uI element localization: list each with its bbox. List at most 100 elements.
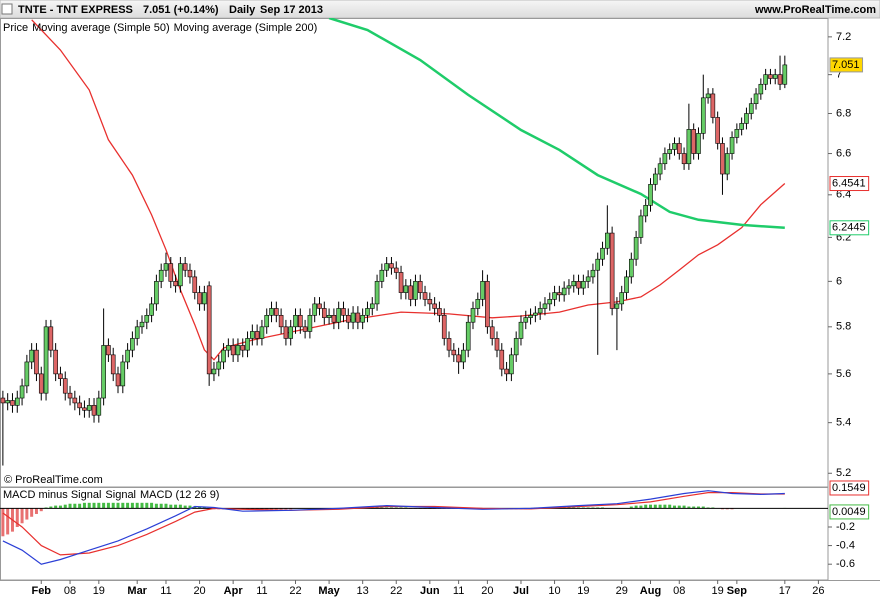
candle-body: [494, 338, 500, 351]
candle-body: [326, 315, 332, 318]
y-tick-label: 6: [836, 275, 842, 287]
value-tag-box: [829, 504, 870, 520]
histogram-bar: [1, 508, 5, 537]
candle-body: [173, 281, 178, 287]
histogram-bar: [135, 502, 139, 509]
candle-body: [154, 281, 159, 305]
histogram-bar: [692, 506, 696, 509]
histogram-bar: [682, 505, 686, 509]
candle-body: [523, 317, 529, 323]
candle-body: [321, 308, 327, 318]
candle-body: [451, 349, 457, 356]
value-tag: 6.2445: [832, 222, 866, 234]
histogram-bar: [198, 506, 202, 509]
candle-body: [537, 308, 543, 314]
price-panel: [0, 18, 829, 488]
candle-body: [178, 263, 183, 287]
site: www.ProRealTime.com: [754, 4, 876, 16]
quote: 7.051 (+0.14%): [143, 4, 219, 16]
candle-body: [485, 281, 490, 328]
candle-body: [557, 292, 562, 296]
x-tick-label: Sep: [727, 585, 747, 597]
candle-body: [748, 103, 754, 114]
candle-body: [216, 361, 222, 370]
histogram-bar: [183, 505, 187, 509]
candle-body: [259, 326, 265, 339]
candle-body: [77, 402, 82, 409]
date: Sep 17 2013: [260, 4, 323, 16]
candle-body: [38, 373, 44, 394]
candle-body: [72, 397, 78, 404]
histogram-bar: [639, 505, 643, 509]
y-tick-label: 5.6: [836, 368, 851, 380]
legend-entry: Moving average (Simple 50): [32, 22, 170, 34]
histogram-bar: [159, 503, 163, 509]
candle-body: [293, 315, 298, 328]
y-tick-label: 5.4: [836, 417, 851, 429]
value-tag: 0.1549: [832, 482, 866, 494]
candle-body: [777, 74, 783, 85]
candle-body: [590, 269, 596, 278]
candle-body: [307, 315, 313, 332]
candle-body: [365, 308, 370, 316]
candle-body: [513, 338, 519, 356]
x-tick-label: 19: [577, 585, 589, 597]
candle-body: [662, 153, 668, 165]
candle-body: [705, 93, 711, 99]
x-tick-label: 19: [712, 585, 724, 597]
candle-body: [278, 315, 284, 328]
candle-body: [250, 331, 255, 339]
candle-body: [312, 303, 317, 316]
line: [2, 490, 785, 565]
candle-body: [283, 326, 289, 339]
value-tag-box: [829, 220, 870, 236]
candle-body: [149, 303, 154, 316]
candle-body: [600, 247, 605, 260]
candle-body: [653, 173, 658, 185]
candle-body: [187, 269, 193, 278]
x-tick-label: 11: [256, 585, 267, 597]
header-icon: [1, 3, 13, 15]
histogram-bar: [63, 504, 67, 509]
candle-body: [509, 354, 514, 375]
histogram-bar: [97, 502, 101, 509]
line: [2, 492, 785, 556]
candle-body: [768, 74, 773, 79]
candle-body: [461, 349, 466, 363]
histogram-bar: [701, 506, 705, 509]
candle-body: [384, 263, 389, 271]
x-tick-label: May: [318, 585, 340, 597]
candle-body: [595, 258, 601, 271]
histogram-bar: [126, 502, 130, 509]
candle-body: [681, 153, 687, 165]
candle-body: [700, 97, 706, 134]
histogram-bar: [174, 504, 178, 509]
candle-body: [288, 326, 294, 339]
histogram-bar: [87, 502, 91, 509]
x-tick-label: 17: [779, 585, 791, 597]
histogram-bar: [78, 503, 82, 509]
candle-body: [130, 338, 135, 351]
histogram-bar: [687, 506, 691, 509]
candle-body: [202, 292, 207, 305]
candle-body: [389, 263, 394, 269]
candle-body: [734, 129, 740, 138]
value-tag-box: [829, 57, 864, 73]
candle-body: [542, 303, 548, 309]
candle-body: [744, 113, 749, 124]
candle-body: [125, 349, 130, 363]
histogram-bar: [58, 505, 62, 509]
histogram-bar: [169, 504, 173, 509]
candle-body: [226, 345, 231, 351]
histogram-bar: [634, 505, 638, 509]
value-tag-box: [829, 176, 870, 192]
histogram-bar: [164, 503, 168, 509]
candle-body: [274, 308, 279, 316]
histogram-bar: [188, 505, 192, 509]
candle-body: [86, 405, 92, 411]
candle-body: [240, 345, 246, 351]
candle-body: [691, 129, 696, 154]
candle-body: [331, 315, 337, 323]
line: [328, 18, 785, 230]
